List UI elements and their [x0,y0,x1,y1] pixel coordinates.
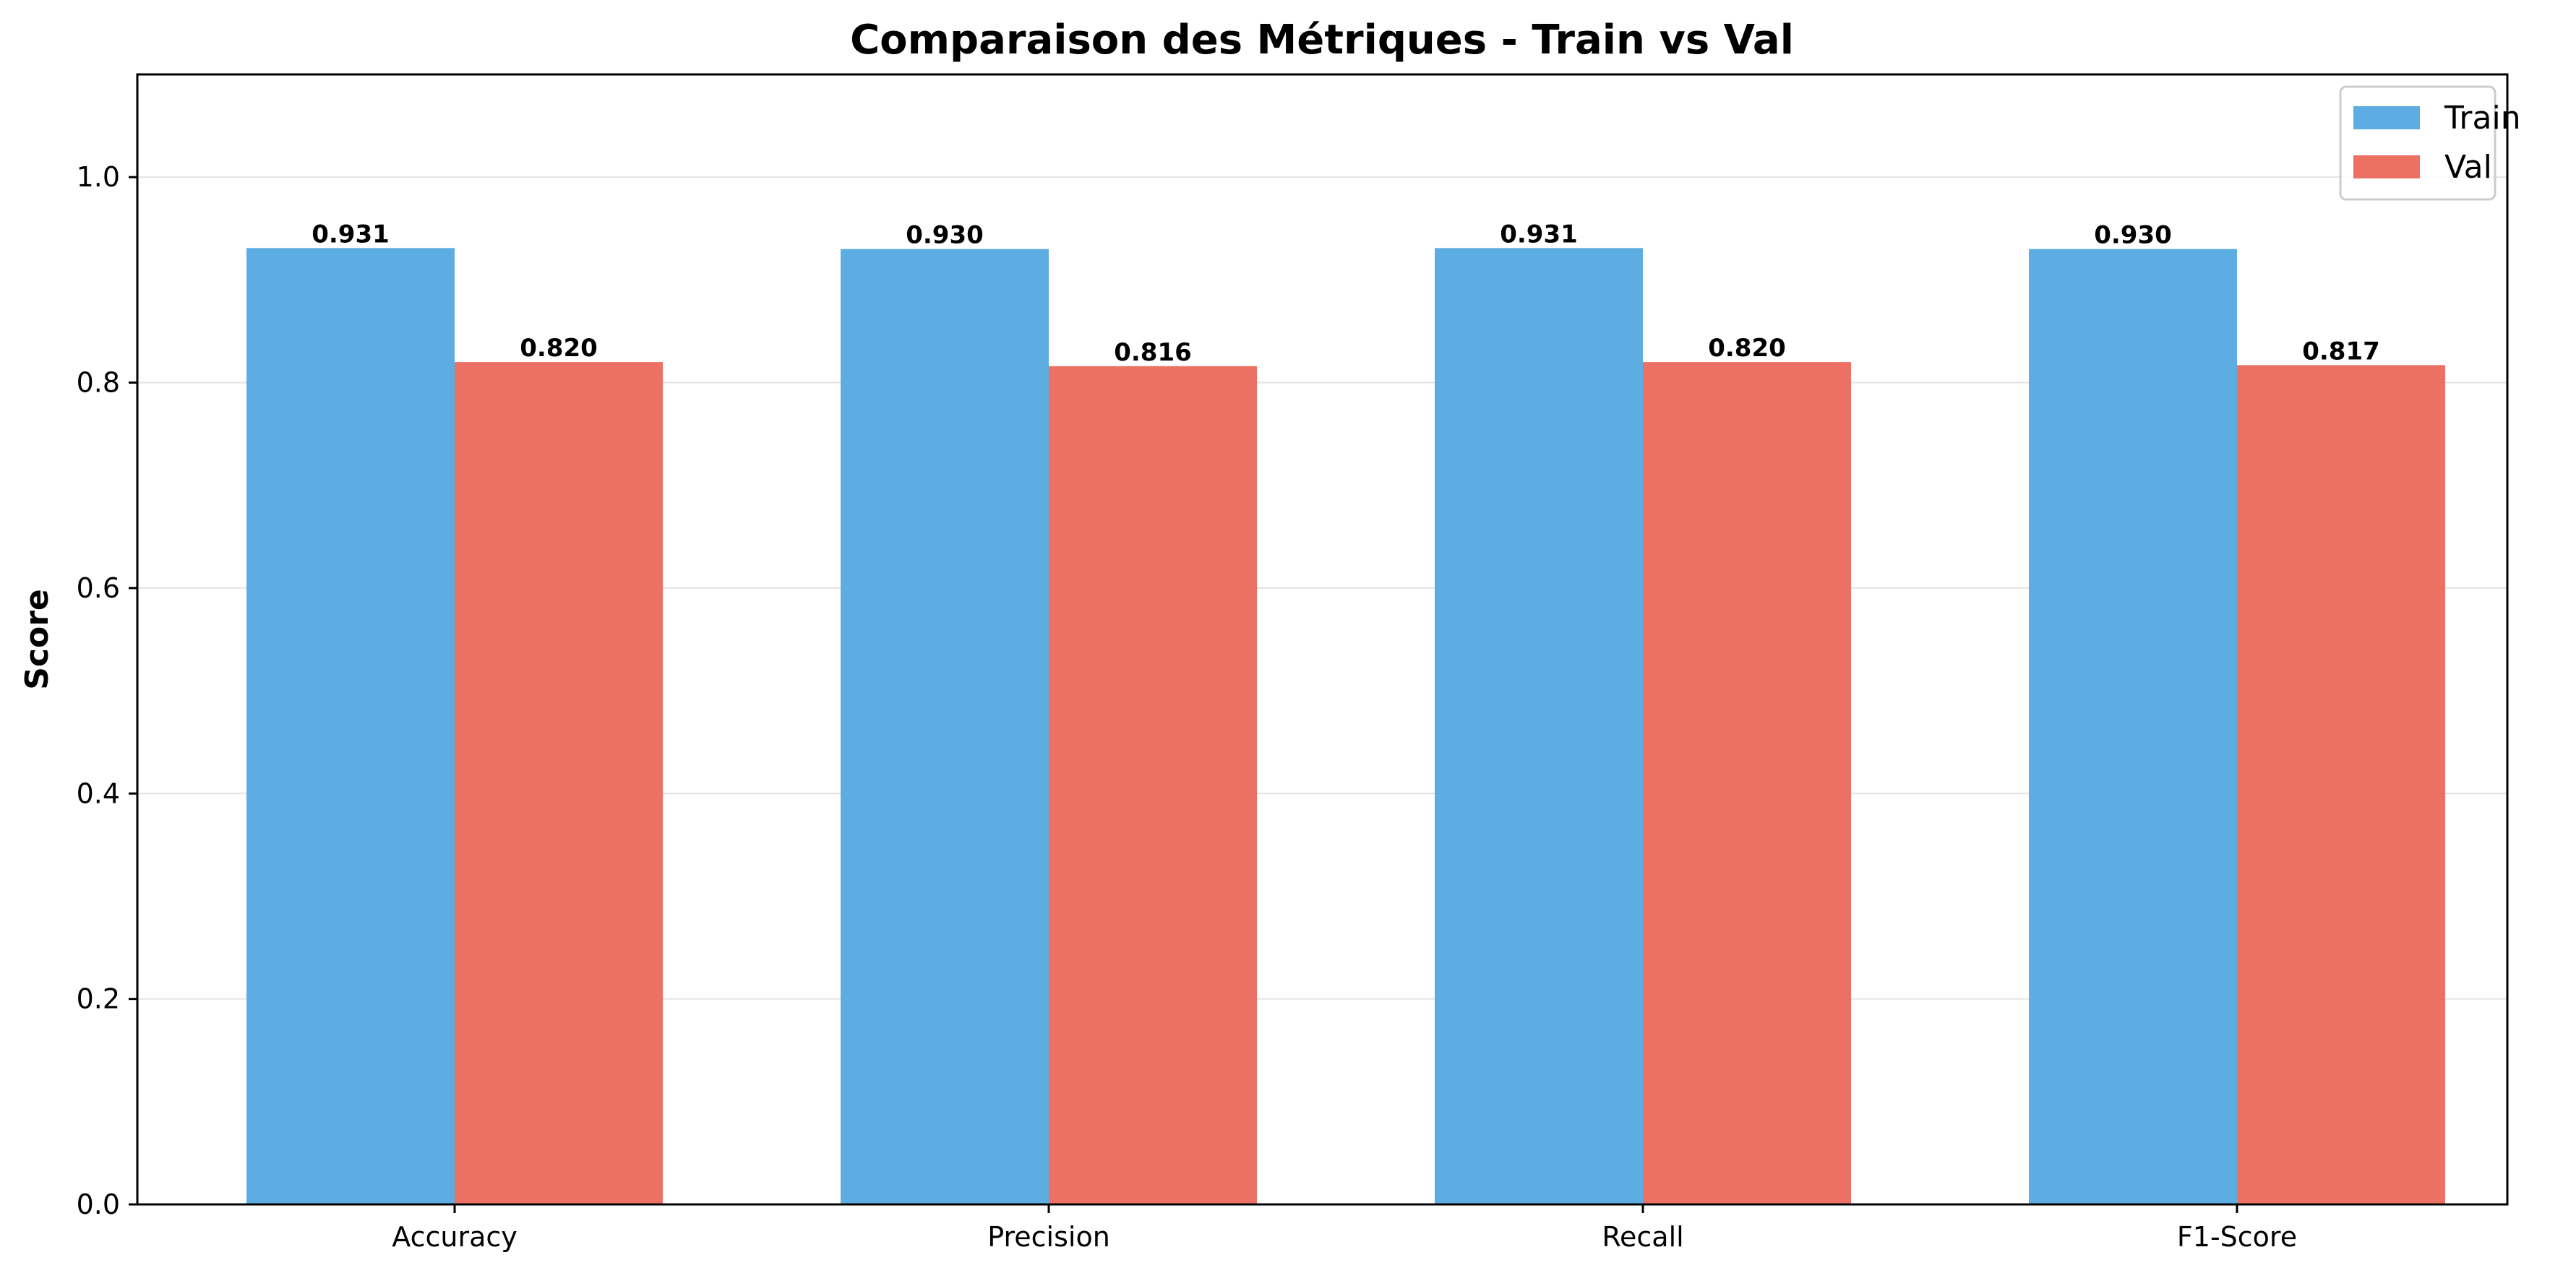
bar-val-recall [1643,362,1851,1204]
value-label-train-f1-score: 0.930 [2094,221,2172,250]
value-label-val-recall: 0.820 [1708,334,1786,363]
legend-label-val: Val [2444,149,2492,186]
plot-frame [136,73,2509,1206]
y-tick-label: 0.2 [77,983,120,1015]
x-tick-label: F1-Score [2177,1221,2297,1253]
y-tick-label: 0.4 [77,777,120,809]
x-axis: Accuracy Precision Recall F1-Score [392,1204,2297,1253]
value-label-train-accuracy: 0.931 [312,220,390,249]
chart-title: Comparaison des Métriques - Train vs Val [850,17,1794,64]
legend-label-train: Train [2444,100,2521,137]
y-tick-label: 1.0 [77,161,120,193]
bar-train-recall [1435,248,1643,1205]
value-label-val-precision: 0.816 [1114,338,1192,367]
value-labels: 0.931 0.930 0.931 0.930 0.820 0.816 0.820 0.817 [312,220,2380,367]
x-tick-label: Accuracy [392,1221,518,1253]
value-label-train-recall: 0.931 [1500,220,1578,249]
legend: Train Val [2339,85,2521,201]
y-axis-title: Score [19,589,56,690]
value-label-val-f1-score: 0.817 [2302,337,2380,366]
y-axis: 0.0 0.2 0.4 0.6 0.8 1.0 [77,161,137,1220]
x-tick-label: Precision [987,1221,1110,1253]
bar-val-accuracy [455,362,663,1204]
legend-swatch-train [2353,106,2420,129]
y-tick-label: 0.6 [77,572,120,604]
bars [246,248,2445,1205]
x-tick-label: Recall [1602,1221,1683,1253]
value-label-val-accuracy: 0.820 [520,334,598,363]
y-tick-label: 0.0 [77,1189,120,1220]
bar-train-f1-score [2029,249,2237,1204]
legend-swatch-val [2353,155,2420,178]
bar-train-accuracy [246,248,455,1205]
bar-train-precision [841,249,1049,1204]
bar-val-f1-score [2237,365,2445,1205]
bar-val-precision [1049,366,1257,1204]
value-label-train-precision: 0.930 [906,221,984,250]
y-tick-label: 0.8 [77,367,120,399]
